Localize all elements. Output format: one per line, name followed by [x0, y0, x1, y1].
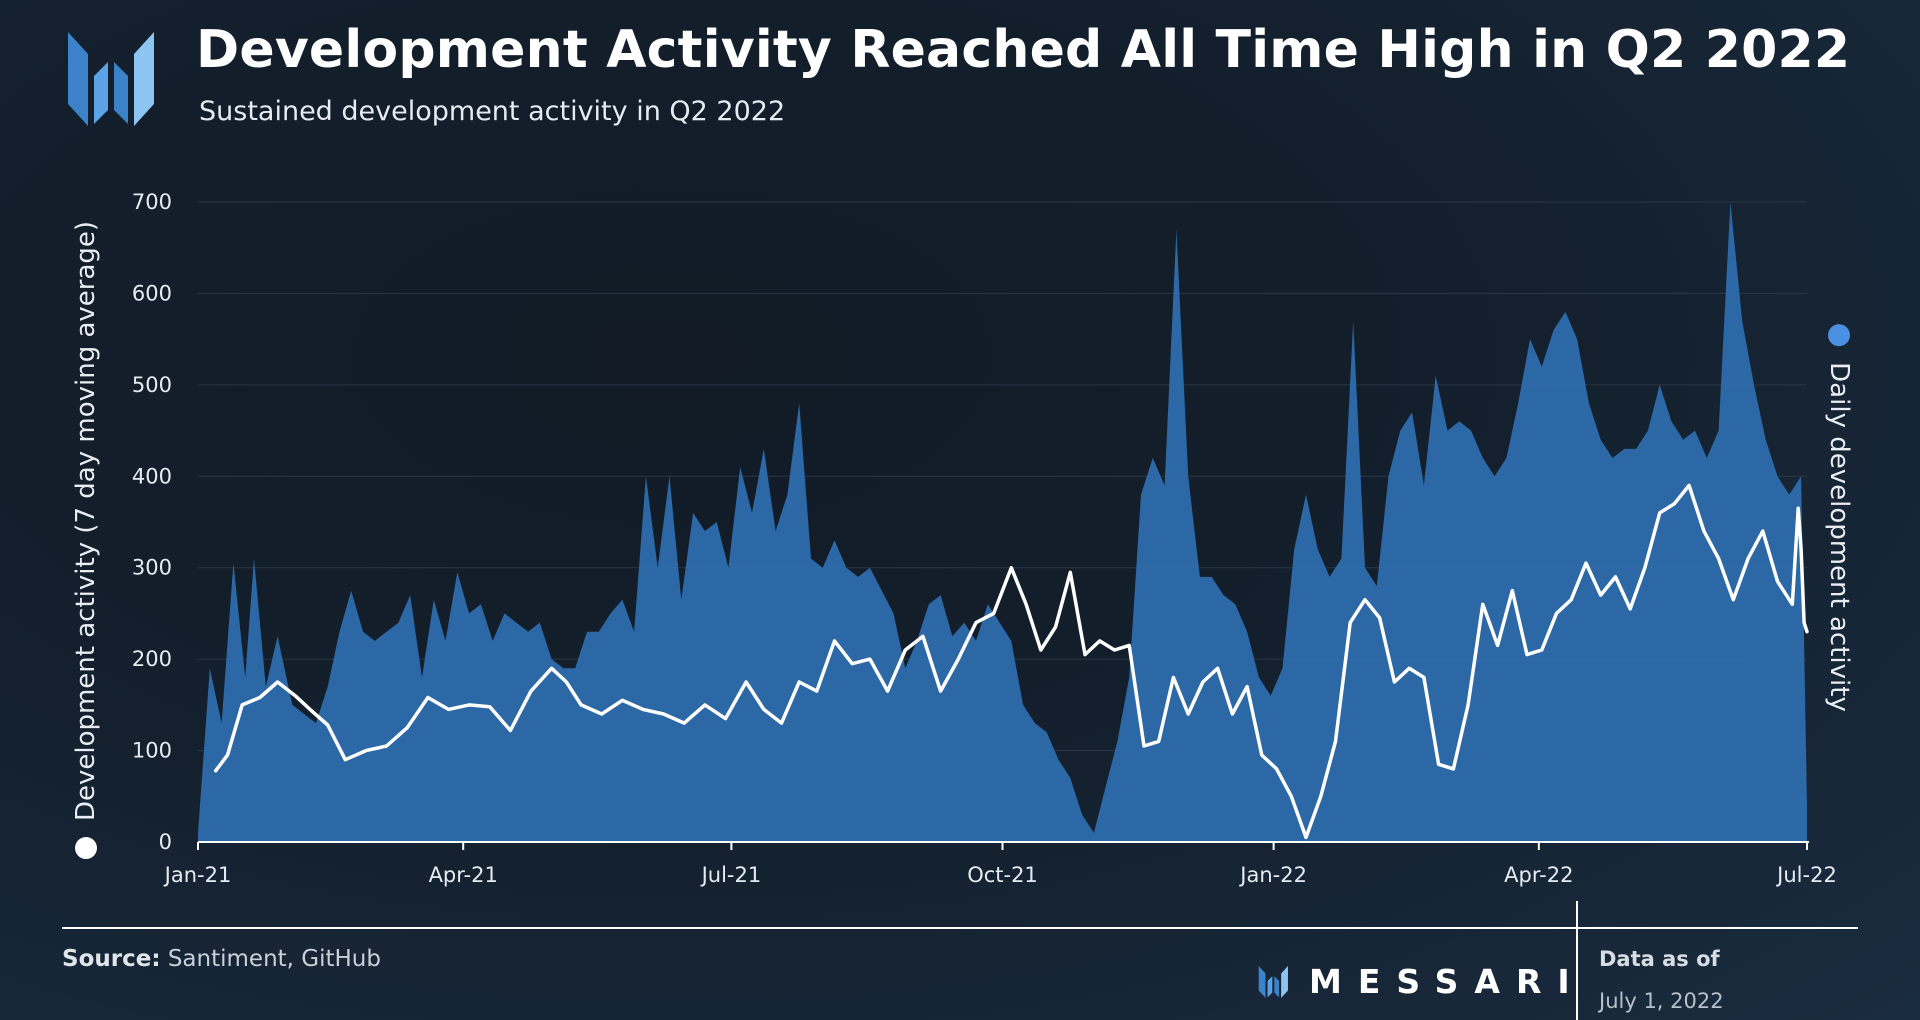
- y-tick-label-300: 300: [132, 556, 172, 580]
- y-tick-label-700: 700: [132, 190, 172, 214]
- chart-title: Development Activity Reached All Time Hi…: [196, 20, 1851, 80]
- data-as-of-label: Data as of: [1599, 947, 1720, 971]
- x-tick-label-Jan-22: Jan-22: [1238, 863, 1307, 887]
- development-activity-chart: 0 100 200 300 400 500 600 700 Jan-21 Apr-21 Jul-21…: [132, 190, 1837, 887]
- chart-subtitle: Sustained development activity in Q2 202…: [199, 96, 786, 127]
- x-tick-label-Jul-21: Jul-21: [700, 863, 762, 887]
- y-tick-label-500: 500: [132, 373, 172, 397]
- y-tick-label-600: 600: [132, 281, 172, 305]
- x-tick-label-Apr-22: Apr-22: [1504, 863, 1573, 887]
- x-tick-label-Oct-21: Oct-21: [967, 863, 1038, 887]
- x-tick-label-Apr-21: Apr-21: [429, 863, 498, 887]
- x-tick-label-Jul-22: Jul-22: [1775, 863, 1837, 887]
- source-value: Santiment, GitHub: [167, 946, 381, 972]
- y-tick-label-100: 100: [132, 739, 172, 763]
- y-tick-label-400: 400: [132, 464, 172, 488]
- source-label: Source:: [62, 946, 161, 972]
- source-note: Source: Santiment, GitHub: [62, 946, 381, 972]
- messari-mini-logo-icon: [1258, 965, 1288, 998]
- footer-divider: [62, 927, 1858, 929]
- messari-logo-icon: [68, 32, 154, 126]
- y-tick-label-0: 0: [159, 830, 172, 854]
- footer-vertical-divider: [1576, 901, 1578, 1020]
- brand-lockup: MESSARI: [1257, 962, 1586, 1001]
- daily-activity-area: [198, 202, 1807, 842]
- x-tick-label-Jan-21: Jan-21: [163, 863, 232, 887]
- brand-wordmark: MESSARI: [1309, 962, 1586, 1001]
- moving-average-line: [213, 483, 1809, 840]
- y-tick-label-200: 200: [132, 647, 172, 671]
- data-as-of-date: July 1, 2022: [1599, 989, 1724, 1013]
